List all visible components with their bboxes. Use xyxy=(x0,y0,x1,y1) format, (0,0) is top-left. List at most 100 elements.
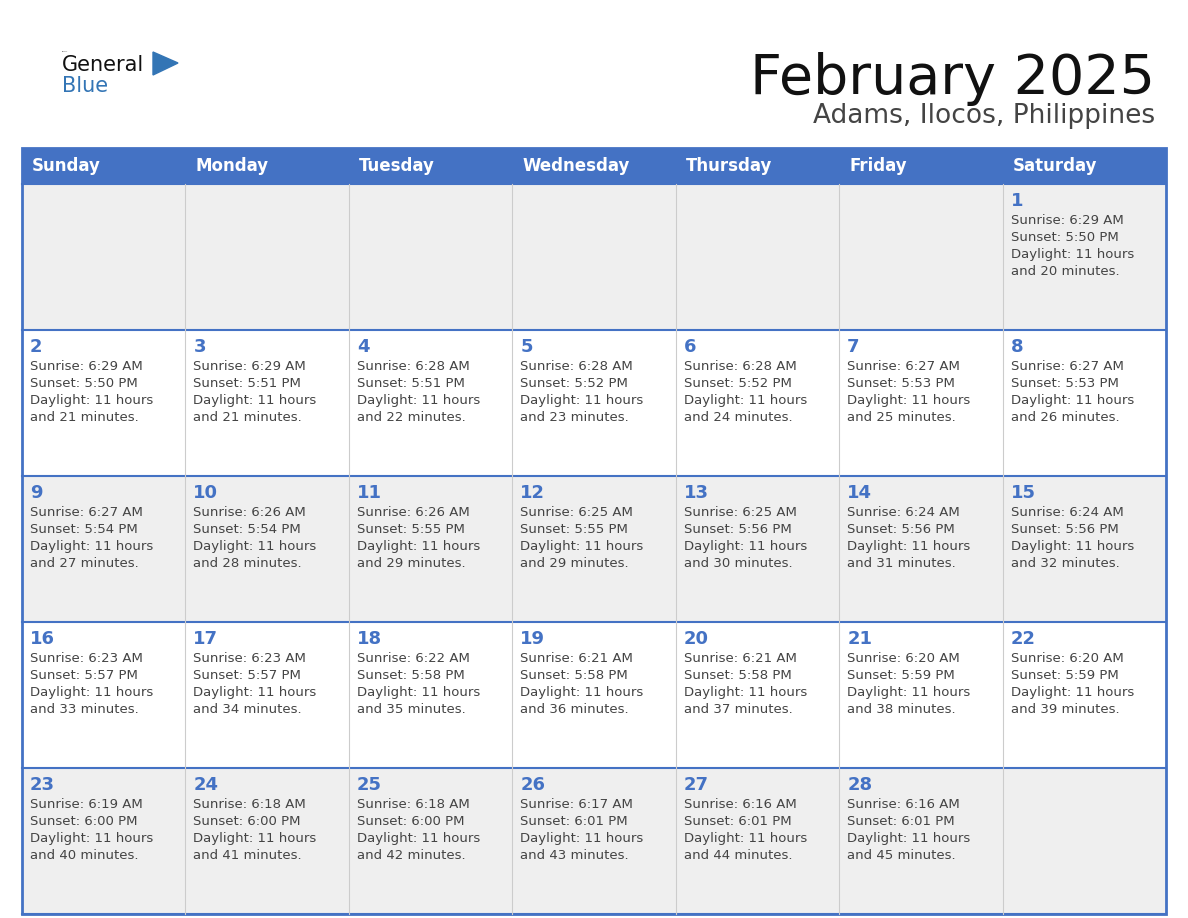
Text: Sunset: 6:00 PM: Sunset: 6:00 PM xyxy=(30,815,138,828)
Text: and 22 minutes.: and 22 minutes. xyxy=(356,411,466,424)
Text: 9: 9 xyxy=(30,484,43,502)
Text: 7: 7 xyxy=(847,338,860,356)
Text: and 29 minutes.: and 29 minutes. xyxy=(520,557,628,570)
Text: Wednesday: Wednesday xyxy=(523,157,630,175)
Text: Sunrise: 6:25 AM: Sunrise: 6:25 AM xyxy=(520,506,633,519)
Text: Sunset: 5:52 PM: Sunset: 5:52 PM xyxy=(520,377,628,390)
Text: and 32 minutes.: and 32 minutes. xyxy=(1011,557,1119,570)
Text: Sunset: 5:57 PM: Sunset: 5:57 PM xyxy=(194,669,302,682)
Text: 22: 22 xyxy=(1011,630,1036,648)
Text: Daylight: 11 hours: Daylight: 11 hours xyxy=(847,832,971,845)
Text: Daylight: 11 hours: Daylight: 11 hours xyxy=(1011,394,1133,407)
Text: Sunset: 5:55 PM: Sunset: 5:55 PM xyxy=(520,523,628,536)
Text: and 34 minutes.: and 34 minutes. xyxy=(194,703,302,716)
Text: 26: 26 xyxy=(520,776,545,794)
Text: and 31 minutes.: and 31 minutes. xyxy=(847,557,956,570)
Text: Sunrise: 6:21 AM: Sunrise: 6:21 AM xyxy=(520,652,633,665)
Text: and 21 minutes.: and 21 minutes. xyxy=(30,411,139,424)
Text: Sunset: 5:54 PM: Sunset: 5:54 PM xyxy=(30,523,138,536)
Bar xyxy=(23,476,1165,622)
Text: Daylight: 11 hours: Daylight: 11 hours xyxy=(30,540,153,553)
Text: 2: 2 xyxy=(30,338,43,356)
Text: Sunrise: 6:27 AM: Sunrise: 6:27 AM xyxy=(30,506,143,519)
Text: Sunset: 5:50 PM: Sunset: 5:50 PM xyxy=(30,377,138,390)
Text: and 30 minutes.: and 30 minutes. xyxy=(684,557,792,570)
Text: and 42 minutes.: and 42 minutes. xyxy=(356,849,466,862)
Text: 21: 21 xyxy=(847,630,872,648)
Text: Saturday: Saturday xyxy=(1012,157,1097,175)
Text: and 33 minutes.: and 33 minutes. xyxy=(30,703,139,716)
Text: Sunrise: 6:26 AM: Sunrise: 6:26 AM xyxy=(194,506,307,519)
Text: and 20 minutes.: and 20 minutes. xyxy=(1011,265,1119,278)
Text: Daylight: 11 hours: Daylight: 11 hours xyxy=(356,832,480,845)
Text: Daylight: 11 hours: Daylight: 11 hours xyxy=(520,394,644,407)
Text: Sunrise: 6:27 AM: Sunrise: 6:27 AM xyxy=(1011,360,1124,373)
Text: Sunrise: 6:17 AM: Sunrise: 6:17 AM xyxy=(520,798,633,811)
Text: Sunset: 5:58 PM: Sunset: 5:58 PM xyxy=(356,669,465,682)
Text: and 36 minutes.: and 36 minutes. xyxy=(520,703,628,716)
Text: 3: 3 xyxy=(194,338,206,356)
Text: Sunrise: 6:20 AM: Sunrise: 6:20 AM xyxy=(847,652,960,665)
Text: Thursday: Thursday xyxy=(685,157,772,175)
Text: and 35 minutes.: and 35 minutes. xyxy=(356,703,466,716)
Text: Monday: Monday xyxy=(196,157,268,175)
Text: and 43 minutes.: and 43 minutes. xyxy=(520,849,628,862)
Text: 20: 20 xyxy=(684,630,709,648)
Text: and 38 minutes.: and 38 minutes. xyxy=(847,703,956,716)
Text: and 21 minutes.: and 21 minutes. xyxy=(194,411,302,424)
Text: Adams, Ilocos, Philippines: Adams, Ilocos, Philippines xyxy=(813,103,1155,129)
Text: Daylight: 11 hours: Daylight: 11 hours xyxy=(194,832,317,845)
Text: Daylight: 11 hours: Daylight: 11 hours xyxy=(684,832,807,845)
Text: and 37 minutes.: and 37 minutes. xyxy=(684,703,792,716)
Text: and 23 minutes.: and 23 minutes. xyxy=(520,411,628,424)
Text: Daylight: 11 hours: Daylight: 11 hours xyxy=(356,394,480,407)
Text: Sunset: 6:01 PM: Sunset: 6:01 PM xyxy=(520,815,628,828)
Bar xyxy=(23,184,1165,330)
Text: Sunrise: 6:22 AM: Sunrise: 6:22 AM xyxy=(356,652,469,665)
Text: Sunrise: 6:23 AM: Sunrise: 6:23 AM xyxy=(30,652,143,665)
Text: and 40 minutes.: and 40 minutes. xyxy=(30,849,139,862)
Text: 5: 5 xyxy=(520,338,532,356)
Text: Friday: Friday xyxy=(849,157,906,175)
Text: Sunset: 5:52 PM: Sunset: 5:52 PM xyxy=(684,377,791,390)
Text: Sunrise: 6:16 AM: Sunrise: 6:16 AM xyxy=(847,798,960,811)
Text: Sunrise: 6:24 AM: Sunrise: 6:24 AM xyxy=(847,506,960,519)
Text: Daylight: 11 hours: Daylight: 11 hours xyxy=(194,686,317,699)
Text: 24: 24 xyxy=(194,776,219,794)
Text: Sunrise: 6:25 AM: Sunrise: 6:25 AM xyxy=(684,506,797,519)
Text: 18: 18 xyxy=(356,630,383,648)
Text: #111111: #111111 xyxy=(62,51,69,52)
Text: Sunrise: 6:29 AM: Sunrise: 6:29 AM xyxy=(194,360,307,373)
Text: Sunset: 5:51 PM: Sunset: 5:51 PM xyxy=(356,377,465,390)
Text: 16: 16 xyxy=(30,630,55,648)
Text: Daylight: 11 hours: Daylight: 11 hours xyxy=(1011,686,1133,699)
Text: 12: 12 xyxy=(520,484,545,502)
Text: Sunset: 6:00 PM: Sunset: 6:00 PM xyxy=(356,815,465,828)
Text: 17: 17 xyxy=(194,630,219,648)
Text: Daylight: 11 hours: Daylight: 11 hours xyxy=(30,394,153,407)
Text: Sunrise: 6:21 AM: Sunrise: 6:21 AM xyxy=(684,652,797,665)
Text: 4: 4 xyxy=(356,338,369,356)
Text: Blue: Blue xyxy=(62,76,108,96)
Text: and 26 minutes.: and 26 minutes. xyxy=(1011,411,1119,424)
Text: Sunset: 6:01 PM: Sunset: 6:01 PM xyxy=(684,815,791,828)
Text: Daylight: 11 hours: Daylight: 11 hours xyxy=(1011,540,1133,553)
Polygon shape xyxy=(153,52,178,75)
Text: and 41 minutes.: and 41 minutes. xyxy=(194,849,302,862)
Text: Daylight: 11 hours: Daylight: 11 hours xyxy=(520,832,644,845)
Text: 15: 15 xyxy=(1011,484,1036,502)
Text: 8: 8 xyxy=(1011,338,1023,356)
Text: Sunrise: 6:29 AM: Sunrise: 6:29 AM xyxy=(30,360,143,373)
Text: 28: 28 xyxy=(847,776,872,794)
Text: Sunset: 5:53 PM: Sunset: 5:53 PM xyxy=(1011,377,1118,390)
Text: Sunset: 5:56 PM: Sunset: 5:56 PM xyxy=(1011,523,1118,536)
Text: Sunset: 5:59 PM: Sunset: 5:59 PM xyxy=(847,669,955,682)
Text: Sunrise: 6:18 AM: Sunrise: 6:18 AM xyxy=(356,798,469,811)
Text: Sunset: 5:57 PM: Sunset: 5:57 PM xyxy=(30,669,138,682)
Text: Daylight: 11 hours: Daylight: 11 hours xyxy=(30,832,153,845)
Text: Daylight: 11 hours: Daylight: 11 hours xyxy=(194,394,317,407)
Text: 19: 19 xyxy=(520,630,545,648)
Text: Tuesday: Tuesday xyxy=(359,157,435,175)
Bar xyxy=(23,148,1165,914)
Text: Sunrise: 6:28 AM: Sunrise: 6:28 AM xyxy=(684,360,796,373)
